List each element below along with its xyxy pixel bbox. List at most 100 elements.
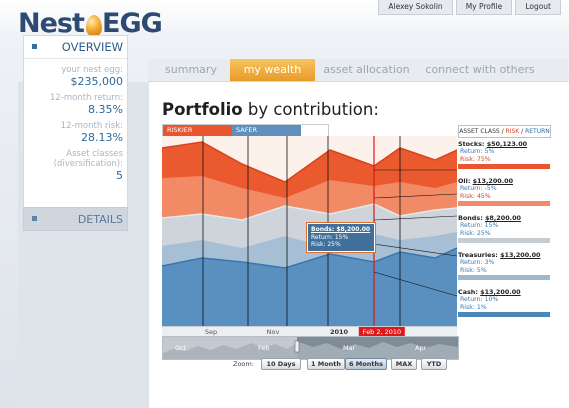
golden-egg-icon [86,15,102,37]
asset-amount[interactable]: $50,123.00 [486,140,528,148]
return-label: 12-month return: [49,93,123,103]
asset-item-treasuries[interactable]: Treasuries: $13,200.00 Return: 3% Risk: … [458,251,550,280]
asset-risk: Risk: 25% [460,229,491,237]
tooltip-risk: Risk: 25% [311,241,341,248]
asset-header-return: RETURN [525,128,550,135]
line-cash [162,247,457,269]
risk-label: 12-month risk: [60,121,123,131]
asset-amount[interactable]: $8,200.00 [484,214,521,222]
main-tabs: summary my wealth asset allocation conne… [148,59,568,82]
asset-return: Return: 15% [460,222,499,229]
timeline-navigator[interactable]: Oct Feb Mar Apr [162,336,459,360]
square-bullet-icon [32,44,37,49]
tab-my-wealth[interactable]: my wealth [230,59,315,81]
navigator-sparkline [163,337,458,359]
asset-return: Return: 10% [460,296,499,303]
zoom-10-days-button[interactable]: 10 Days [261,358,301,370]
overview-label: OVERVIEW [61,40,123,54]
asset-color-bar [458,164,550,169]
selected-date-label: Feb 2, 2010 [358,327,406,337]
callout-line [373,215,457,221]
top-nav-logout[interactable]: Logout [515,0,561,15]
navigator-month-label: Feb [258,344,270,352]
asset-name: Cash: [458,288,478,296]
tooltip-title: Bonds: $8,200.00 [311,226,371,233]
callout-line [373,193,457,199]
page-title: Portfolio by contribution: [162,100,379,119]
details-label: DETAILS [77,213,123,226]
tooltip-return: Return: 15% [311,233,349,241]
x-tick-label: Nov [266,328,280,336]
asset-risk: Risk: 75% [460,155,491,163]
logo-text-nest: Nest [18,8,85,39]
asset-color-bar [458,275,550,280]
asset-classes-label: Asset classes [66,149,123,159]
asset-class-header[interactable]: ASSET CLASS / RISK / RETURN [458,125,551,138]
asset-item-cash[interactable]: Cash: $13,200.00 Return: 10% Risk: 1% [458,288,550,317]
asset-risk: Risk: 1% [460,303,487,311]
navigator-month-label: Apr [415,344,427,352]
asset-return: Return: 5% [460,148,495,155]
area-cash[interactable] [162,248,457,326]
line-bonds [162,203,457,221]
navigator-month-label: Oct [175,344,187,352]
tab-summary[interactable]: summary [165,63,217,76]
asset-name: Oil: [458,177,471,185]
nest-egg-value: $235,000 [70,75,124,88]
legend-riskier[interactable]: RISKIER [163,125,232,136]
risk-value: 28.13% [81,131,123,144]
nest-egg-label: your nest egg: [61,65,123,75]
asset-risk: Risk: 45% [460,192,491,200]
navigator-area [163,342,458,359]
navigator-handle-icon[interactable] [294,340,300,353]
x-tick-label: 2010 [329,328,349,336]
page-title-bold: Portfolio [162,100,243,119]
return-value: 8.35% [88,103,123,116]
overview-header[interactable]: OVERVIEW [24,36,127,59]
asset-return: Return: -5% [460,185,497,192]
asset-color-bar [458,238,550,243]
top-nav: Alexey Sokolin My Profile Logout [375,0,561,15]
top-nav-user[interactable]: Alexey Sokolin [378,0,453,15]
asset-risk: Risk: 5% [460,266,487,274]
page-title-rest: by contribution: [242,100,379,119]
asset-header-risk: RISK [505,128,520,135]
asset-item-oil[interactable]: Oil: $13,200.00 Return: -5% Risk: 45% [458,177,550,206]
asset-amount[interactable]: $13,200.00 [472,177,514,185]
asset-name: Stocks: [458,140,485,148]
asset-header-prefix: ASSET CLASS / [459,128,506,135]
zoom-1-month-button[interactable]: 1 Month [307,358,345,370]
legend-safer[interactable]: SAFER [232,125,301,136]
asset-amount[interactable]: $13,200.00 [480,288,521,296]
top-nav-my-profile[interactable]: My Profile [455,0,513,15]
asset-item-stocks[interactable]: Stocks: $50,123.00 Return: 5% Risk: 75% [458,140,550,169]
asset-amount[interactable]: $13,200.00 [500,251,541,259]
asset-return: Return: 3% [460,259,495,266]
zoom-6-months-button[interactable]: 6 Months [345,358,387,370]
tab-asset-allocation[interactable]: asset allocation [323,63,410,76]
asset-header-sep: / [519,128,526,135]
navigator-month-label: Mar [343,344,356,352]
asset-name: Bonds: [458,214,483,222]
x-axis: Sep Nov 2010 Feb 2, 2010 [162,326,457,337]
zoom-max-button[interactable]: MAX [391,358,417,370]
asset-color-bar [458,312,550,317]
zoom-label: Zoom: [233,360,254,368]
logo-text-egg: EGG [102,8,163,39]
zoom-ytd-button[interactable]: YTD [421,358,447,370]
asset-item-bonds[interactable]: Bonds: $8,200.00 Return: 15% Risk: 25% [458,214,550,243]
callout-line [373,243,457,257]
asset-name: Treasuries: [458,251,498,259]
overview-panel: OVERVIEW your nest egg: $235,000 12-mont… [23,35,128,209]
diversification-label: (diversification): [53,159,123,169]
square-bullet-icon [32,216,37,221]
line-stocks [162,141,457,183]
callout-line [373,271,457,297]
content-area: Portfolio by contribution: RISKIER SAFER… [149,82,569,408]
asset-color-bar [458,201,550,206]
x-tick-label: Sep [204,328,218,336]
tab-connect-with-others[interactable]: connect with others [425,63,535,76]
details-panel[interactable]: DETAILS [23,207,128,231]
data-tooltip: Bonds: $8,200.00 Return: 15% Risk: 25% [307,223,375,252]
asset-classes-value: 5 [116,169,123,182]
